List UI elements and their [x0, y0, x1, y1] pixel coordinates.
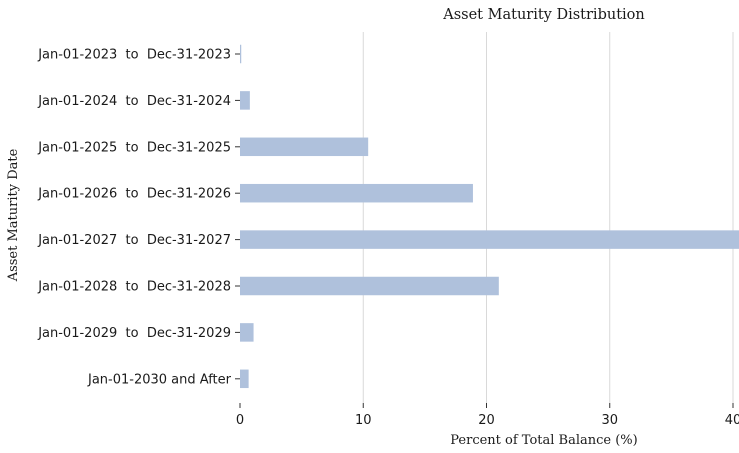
y-tick-label: Jan-01-2025 to Dec-31-2025 — [37, 140, 231, 155]
bar — [240, 276, 499, 296]
y-tick-label: Jan-01-2024 to Dec-31-2024 — [37, 94, 231, 109]
y-axis-label: Asset Maturity Date — [6, 148, 21, 282]
grid-lines — [362, 32, 734, 403]
x-tick-label: 30 — [601, 413, 618, 428]
y-tick-label: Jan-01-2026 to Dec-31-2026 — [37, 187, 231, 202]
bar — [240, 44, 242, 64]
x-tick-label: 10 — [355, 413, 372, 428]
x-tick-label: 40 — [725, 413, 739, 428]
bars — [240, 44, 739, 389]
y-tick-label: Jan-01-2028 to Dec-31-2028 — [37, 280, 231, 295]
bar — [240, 137, 369, 157]
x-axis-label: Percent of Total Balance (%) — [450, 433, 637, 448]
y-tick-labels: Jan-01-2023 to Dec-31-2023 Jan-01-2024 to… — [37, 48, 240, 387]
y-tick-label: Jan-01-2023 to Dec-31-2023 — [37, 48, 231, 63]
x-ticks: 0 10 20 30 40 — [236, 403, 739, 428]
x-tick-label: 0 — [236, 413, 244, 428]
chart-title: Asset Maturity Distribution — [442, 7, 644, 23]
bar — [240, 230, 739, 249]
y-tick-label: Jan-01-2029 to Dec-31-2029 — [37, 326, 231, 341]
y-tick-label: Jan-01-2030 and After — [87, 372, 232, 387]
bar — [240, 183, 473, 203]
x-tick-label: 20 — [478, 413, 495, 428]
bar — [240, 91, 250, 110]
bar — [240, 369, 249, 389]
bar — [240, 323, 254, 342]
y-tick-label: Jan-01-2027 to Dec-31-2027 — [37, 233, 231, 248]
